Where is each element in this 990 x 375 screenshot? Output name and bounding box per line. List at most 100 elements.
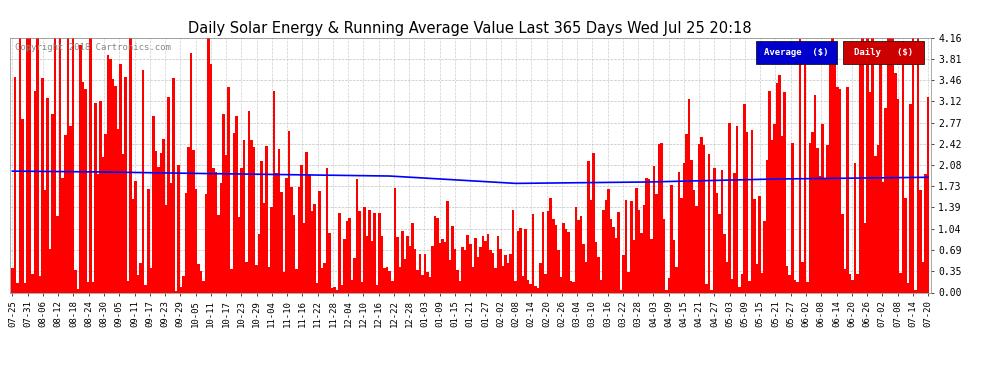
Bar (572, 282, 574, 292)
Bar (778, 75, 781, 292)
Bar (220, 183, 223, 292)
Bar (122, 154, 125, 292)
Bar (192, 150, 195, 292)
Bar (559, 277, 562, 292)
Bar (34, 91, 37, 292)
Bar (275, 173, 278, 292)
Bar (499, 249, 502, 292)
Bar (721, 170, 723, 292)
Bar (262, 203, 265, 292)
Bar (753, 199, 755, 292)
Bar (864, 224, 866, 292)
Bar (273, 91, 275, 292)
Bar (846, 87, 848, 292)
Bar (381, 236, 383, 292)
Bar (801, 262, 804, 292)
Bar (130, 38, 132, 292)
Bar (502, 266, 504, 292)
Bar (881, 182, 884, 292)
Bar (667, 279, 670, 292)
Bar (260, 162, 262, 292)
Bar (137, 275, 140, 292)
Bar (590, 200, 592, 292)
Bar (851, 280, 853, 292)
Bar (326, 168, 328, 292)
Bar (64, 135, 66, 292)
Bar (76, 288, 79, 292)
Bar (278, 148, 280, 292)
Bar (248, 111, 250, 292)
Bar (517, 231, 520, 292)
Bar (44, 190, 47, 292)
Bar (270, 207, 273, 292)
Bar (577, 220, 580, 292)
Bar (887, 38, 889, 292)
Bar (814, 95, 816, 292)
Bar (285, 178, 288, 292)
Bar (391, 281, 393, 292)
Bar (303, 222, 306, 292)
Bar (773, 124, 776, 292)
Bar (922, 262, 925, 292)
Bar (210, 64, 213, 292)
Bar (406, 236, 409, 292)
Bar (688, 99, 690, 292)
Bar (673, 240, 675, 292)
Bar (37, 38, 39, 292)
Bar (39, 276, 42, 292)
Bar (157, 167, 159, 292)
Bar (781, 136, 783, 292)
Bar (59, 38, 61, 292)
Bar (514, 281, 517, 292)
Bar (552, 219, 554, 292)
Bar (861, 38, 864, 292)
Bar (344, 240, 346, 292)
Bar (469, 244, 471, 292)
Bar (597, 257, 600, 292)
Bar (120, 63, 122, 292)
Bar (376, 285, 378, 292)
Bar (27, 38, 29, 292)
Bar (912, 38, 914, 292)
Bar (760, 273, 763, 292)
Bar (84, 89, 86, 292)
Bar (169, 183, 172, 292)
Bar (786, 266, 788, 292)
Bar (14, 77, 16, 292)
Bar (295, 269, 298, 292)
Bar (316, 282, 318, 292)
Bar (693, 190, 695, 292)
Bar (92, 282, 94, 292)
Bar (487, 234, 489, 292)
Bar (223, 114, 225, 292)
Bar (829, 62, 832, 292)
Bar (492, 253, 494, 292)
Bar (776, 83, 778, 292)
Bar (383, 268, 386, 292)
Bar (453, 249, 456, 292)
Bar (758, 196, 760, 292)
Bar (562, 223, 564, 292)
Bar (728, 123, 731, 292)
FancyBboxPatch shape (843, 41, 924, 64)
Bar (451, 226, 453, 292)
Bar (580, 216, 582, 292)
Bar (484, 241, 487, 292)
Bar (439, 243, 442, 292)
Bar (255, 265, 257, 292)
Bar (827, 145, 829, 292)
Bar (16, 284, 19, 292)
Bar (587, 161, 590, 292)
Bar (81, 81, 84, 292)
Bar (564, 229, 567, 292)
Bar (437, 217, 439, 292)
Bar (432, 246, 434, 292)
Bar (698, 144, 700, 292)
Bar (602, 210, 605, 292)
Bar (371, 241, 373, 292)
Bar (530, 284, 532, 292)
Bar (678, 171, 680, 292)
Bar (177, 165, 180, 292)
Bar (824, 178, 827, 292)
Bar (336, 290, 339, 292)
